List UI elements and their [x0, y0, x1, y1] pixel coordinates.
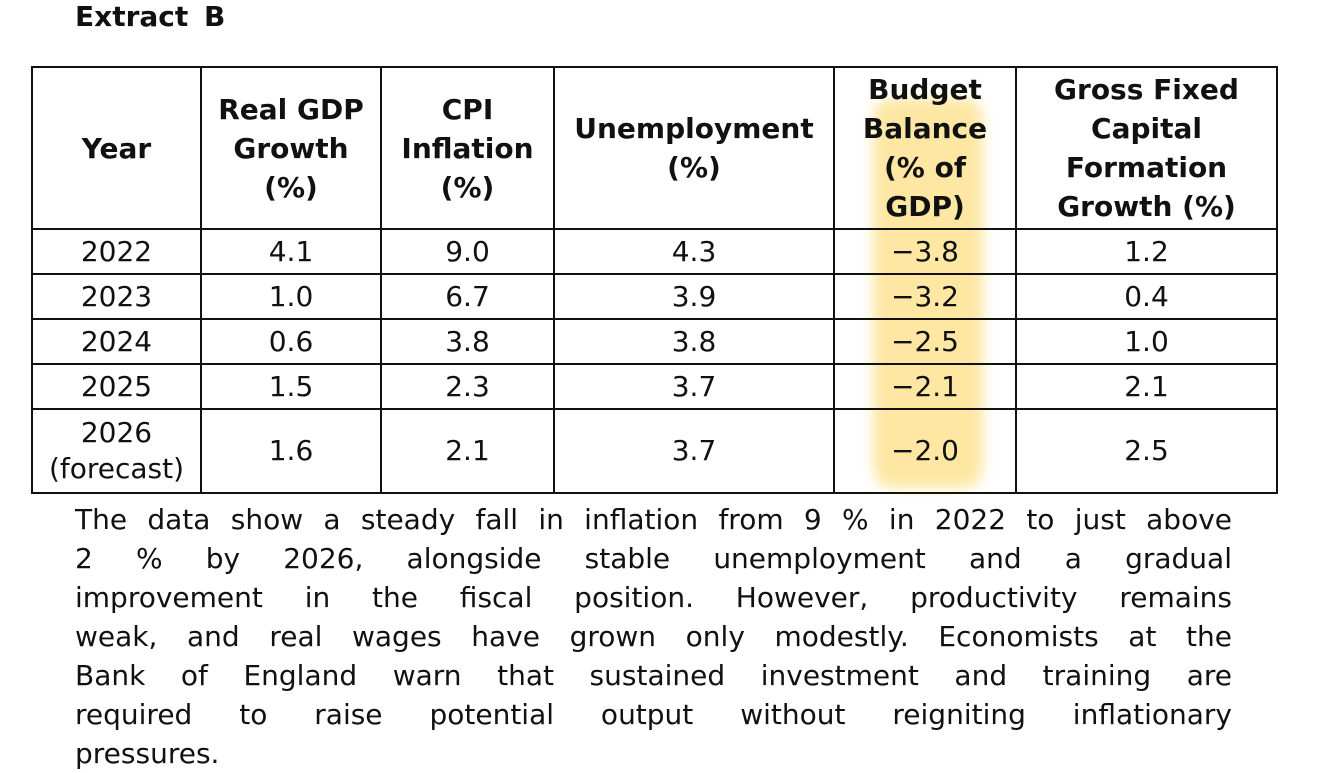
- cell-unemp: 4.3: [553, 228, 835, 275]
- cell-unemp: 3.7: [553, 408, 835, 494]
- cell-budget: −3.8: [833, 228, 1017, 275]
- cell-value: 2026: [80, 416, 153, 449]
- header-budget: Budget Balance (% of GDP): [833, 66, 1017, 230]
- cell-value: 1.6: [268, 434, 314, 467]
- cell-value: 1.2: [1124, 234, 1169, 268]
- cell-value: 2023: [80, 279, 153, 313]
- cell-unemp: 3.8: [553, 318, 835, 365]
- extract-title: Extract B: [75, 0, 226, 33]
- economic-data-table: Year Real GDP Growth (%) CPI Inflation (…: [31, 66, 1278, 494]
- cell-value: 2.3: [445, 369, 490, 403]
- year-note: (forecast): [48, 452, 185, 485]
- cell-gfcf: 2.5: [1015, 408, 1278, 494]
- cell-value: 2.1: [1124, 369, 1169, 403]
- cell-gdp: 1.0: [200, 273, 382, 320]
- cell-gfcf: 1.0: [1015, 318, 1278, 365]
- paragraph-line: required to raise potential output witho…: [75, 698, 1232, 731]
- cell-value: −2.1: [891, 369, 959, 403]
- table-row: 2022 4.1 9.0 4.3 −3.8 1.2: [31, 228, 1278, 275]
- cell-value: 4.3: [671, 234, 717, 268]
- cell-budget: −2.0: [833, 408, 1017, 494]
- header-unemployment: Unemployment (%): [553, 66, 835, 230]
- paragraph-line: The data show a steady fall in inflation…: [75, 503, 1232, 536]
- paragraph-line: improvement in the fiscal position. Howe…: [75, 581, 1232, 614]
- cell-value: −3.8: [891, 234, 959, 268]
- cell-value: 3.7: [671, 434, 717, 467]
- cell-value: −3.2: [891, 279, 959, 313]
- cell-value: 0.6: [268, 324, 314, 358]
- cell-cpi: 9.0: [380, 228, 555, 275]
- cell-value: 1.5: [268, 369, 314, 403]
- cell-value: −2.0: [891, 434, 959, 467]
- cell-gfcf: 2.1: [1015, 363, 1278, 410]
- cell-value: 3.7: [671, 369, 717, 403]
- cell-budget: −2.1: [833, 363, 1017, 410]
- table-row: 2025 1.5 2.3 3.7 −2.1 2.1: [31, 363, 1278, 410]
- cell-value: 2025: [80, 369, 153, 403]
- cell-gdp: 1.5: [200, 363, 382, 410]
- paragraph-line: weak, and real wages have grown only mod…: [75, 620, 1232, 653]
- cell-value: 3.9: [671, 279, 717, 313]
- cell-value: 1.0: [1124, 324, 1169, 358]
- cell-value: 2.1: [445, 434, 490, 467]
- cell-gdp: 0.6: [200, 318, 382, 365]
- header-year: Year: [31, 66, 202, 230]
- paragraph-line: Bank of England warn that sustained inve…: [75, 659, 1232, 692]
- cell-year: 2022: [31, 228, 202, 275]
- cell-unemp: 3.9: [553, 273, 835, 320]
- cell-budget: −2.5: [833, 318, 1017, 365]
- cell-year: 2024: [31, 318, 202, 365]
- cell-unemp: 3.7: [553, 363, 835, 410]
- cell-value: 0.4: [1124, 279, 1169, 313]
- header-gfcf: Gross Fixed Capital Formation Growth (%): [1015, 66, 1278, 230]
- cell-value: 9.0: [445, 234, 490, 268]
- cell-year: 2026 (forecast): [31, 408, 202, 494]
- commentary-paragraph: The data show a steady fall in inflation…: [75, 500, 1232, 773]
- cell-value: 2.5: [1124, 434, 1169, 467]
- cell-value: −2.5: [891, 324, 959, 358]
- table-row: 2023 1.0 6.7 3.9 −3.2 0.4: [31, 273, 1278, 320]
- cell-year: 2025: [31, 363, 202, 410]
- table-row: 2026 (forecast) 1.6 2.1 3.7 −2.0 2.5: [31, 408, 1278, 494]
- cell-gfcf: 0.4: [1015, 273, 1278, 320]
- cell-gfcf: 1.2: [1015, 228, 1278, 275]
- cell-value: 1.0: [268, 279, 314, 313]
- cell-cpi: 3.8: [380, 318, 555, 365]
- cell-value: 4.1: [268, 234, 314, 268]
- header-row: Year Real GDP Growth (%) CPI Inflation (…: [31, 66, 1278, 230]
- cell-cpi: 2.1: [380, 408, 555, 494]
- header-cpi: CPI Inflation (%): [380, 66, 555, 230]
- cell-value: 3.8: [671, 324, 717, 358]
- header-gdp: Real GDP Growth (%): [200, 66, 382, 230]
- cell-year: 2023: [31, 273, 202, 320]
- cell-value: 6.7: [445, 279, 490, 313]
- cell-gdp: 1.6: [200, 408, 382, 494]
- cell-value: 3.8: [445, 324, 490, 358]
- cell-cpi: 2.3: [380, 363, 555, 410]
- cell-value: 2024: [80, 324, 153, 358]
- table-row: 2024 0.6 3.8 3.8 −2.5 1.0: [31, 318, 1278, 365]
- paragraph-line: 2 % by 2026, alongside stable unemployme…: [75, 542, 1232, 575]
- cell-cpi: 6.7: [380, 273, 555, 320]
- cell-value: 2022: [80, 234, 153, 268]
- cell-gdp: 4.1: [200, 228, 382, 275]
- paragraph-line: pressures.: [75, 737, 220, 770]
- cell-budget: −3.2: [833, 273, 1017, 320]
